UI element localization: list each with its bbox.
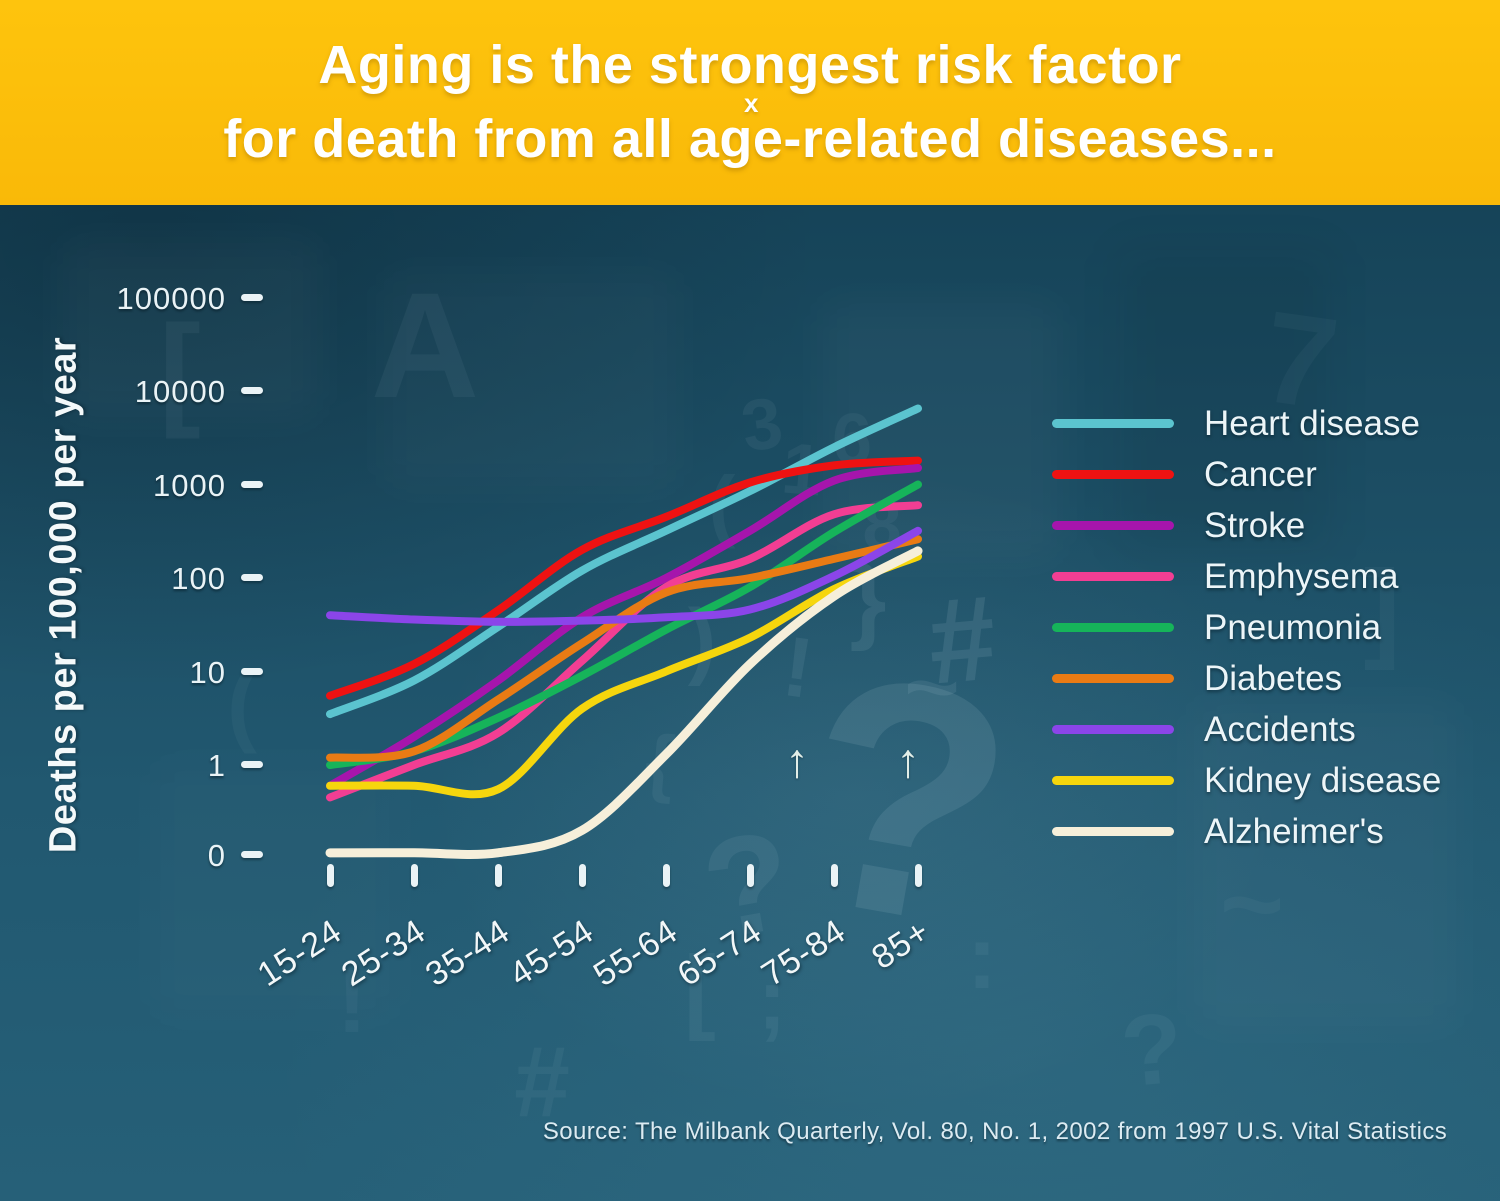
page-title-line1: Aging is the strongest risk factor (318, 35, 1182, 95)
y-tick-mark (241, 761, 263, 768)
x-tick-mark (494, 864, 502, 887)
legend-label: Pneumonia (1204, 607, 1382, 647)
y-tick-label: 1000 (153, 467, 226, 503)
series-line-emphysema (326, 501, 922, 802)
y-tick-label: 10000 (134, 374, 226, 409)
background-glyph: ; (757, 952, 787, 1048)
background-glyph: : (967, 908, 997, 1008)
y-tick-mark (241, 851, 263, 858)
legend-label: Kidney disease (1204, 760, 1442, 800)
legend-item: Cancer (1052, 449, 1441, 500)
legend-label: Emphysema (1204, 556, 1399, 596)
background-texture (1120, 250, 1330, 550)
legend-swatch-icon (1052, 623, 1174, 632)
series-line-kidney-disease (326, 552, 922, 799)
y-tick-label: 0 (207, 838, 226, 873)
footnote-marker: x (744, 88, 759, 118)
legend-item: Heart disease (1052, 398, 1441, 449)
source-citation: Source: The Milbank Quarterly, Vol. 80, … (542, 1118, 1448, 1145)
legend-item: Emphysema (1052, 551, 1441, 602)
background-glyph: ! (337, 957, 367, 1047)
background-glyph: A (370, 261, 480, 429)
legend-label: Cancer (1204, 454, 1317, 494)
y-tick-label: 1 (207, 748, 226, 783)
x-tick-mark (326, 864, 334, 887)
y-tick-mark (241, 387, 263, 394)
x-tick-mark (830, 864, 838, 887)
y-tick-mark (241, 480, 263, 488)
y-tick-mark (241, 667, 263, 675)
legend-label: Stroke (1204, 505, 1306, 545)
legend-swatch-icon (1052, 827, 1174, 836)
series-line-accidents (326, 526, 922, 626)
y-tick-mark (241, 293, 263, 301)
x-tick-mark (746, 864, 754, 887)
y-tick-label: 100 (171, 561, 226, 596)
y-tick-label: 10 (189, 654, 226, 690)
legend-swatch-icon (1052, 572, 1174, 581)
x-tick-mark (662, 864, 670, 887)
legend-label: Heart disease (1204, 403, 1420, 443)
y-tick-mark (241, 574, 263, 581)
x-tick-mark (578, 864, 586, 887)
legend-label: Diabetes (1204, 658, 1343, 698)
background-glyph: ~ (1220, 850, 1284, 960)
series-line-alzheimer-s (325, 546, 923, 859)
legend-item: Alzheimer's (1052, 806, 1441, 857)
background-glyph: ] (1364, 555, 1401, 665)
legend-swatch-icon (1052, 521, 1174, 530)
up-arrow-icon: ↑ (785, 735, 809, 788)
page-title-line2: for death from all age-related diseases.… (223, 109, 1277, 169)
title-banner: Aging is the strongest risk factor x for… (0, 0, 1500, 205)
y-tick-label: 100000 (116, 280, 226, 316)
series-line-cancer (326, 456, 922, 700)
background-glyph: ~ (904, 634, 960, 741)
legend-swatch-icon (1052, 674, 1174, 683)
x-tick-mark (410, 864, 418, 887)
legend-swatch-icon (1052, 419, 1174, 428)
background-glyph: # (514, 1026, 570, 1138)
legend-item: Stroke (1052, 500, 1441, 551)
legend-item: Accidents (1052, 704, 1441, 755)
background-glyph: [ (684, 936, 716, 1043)
legend-swatch-icon (1052, 776, 1174, 785)
legend-item: Kidney disease (1052, 755, 1441, 806)
legend-label: Accidents (1204, 709, 1356, 749)
legend-swatch-icon (1052, 725, 1174, 734)
legend-item: Diabetes (1052, 653, 1441, 704)
legend-label: Alzheimer's (1204, 811, 1384, 851)
background-glyph: [ (159, 300, 201, 440)
background-glyph: ( (227, 660, 257, 750)
x-tick-mark (914, 864, 922, 887)
series-line-heart-disease (326, 404, 922, 719)
up-arrow-icon: ↑ (896, 735, 920, 788)
series-line-stroke (326, 464, 922, 790)
legend: Heart disease Cancer Stroke Emphysema Pneumo… (1052, 398, 1441, 857)
legend-swatch-icon (1052, 470, 1174, 479)
legend-item: Pneumonia (1052, 602, 1441, 653)
